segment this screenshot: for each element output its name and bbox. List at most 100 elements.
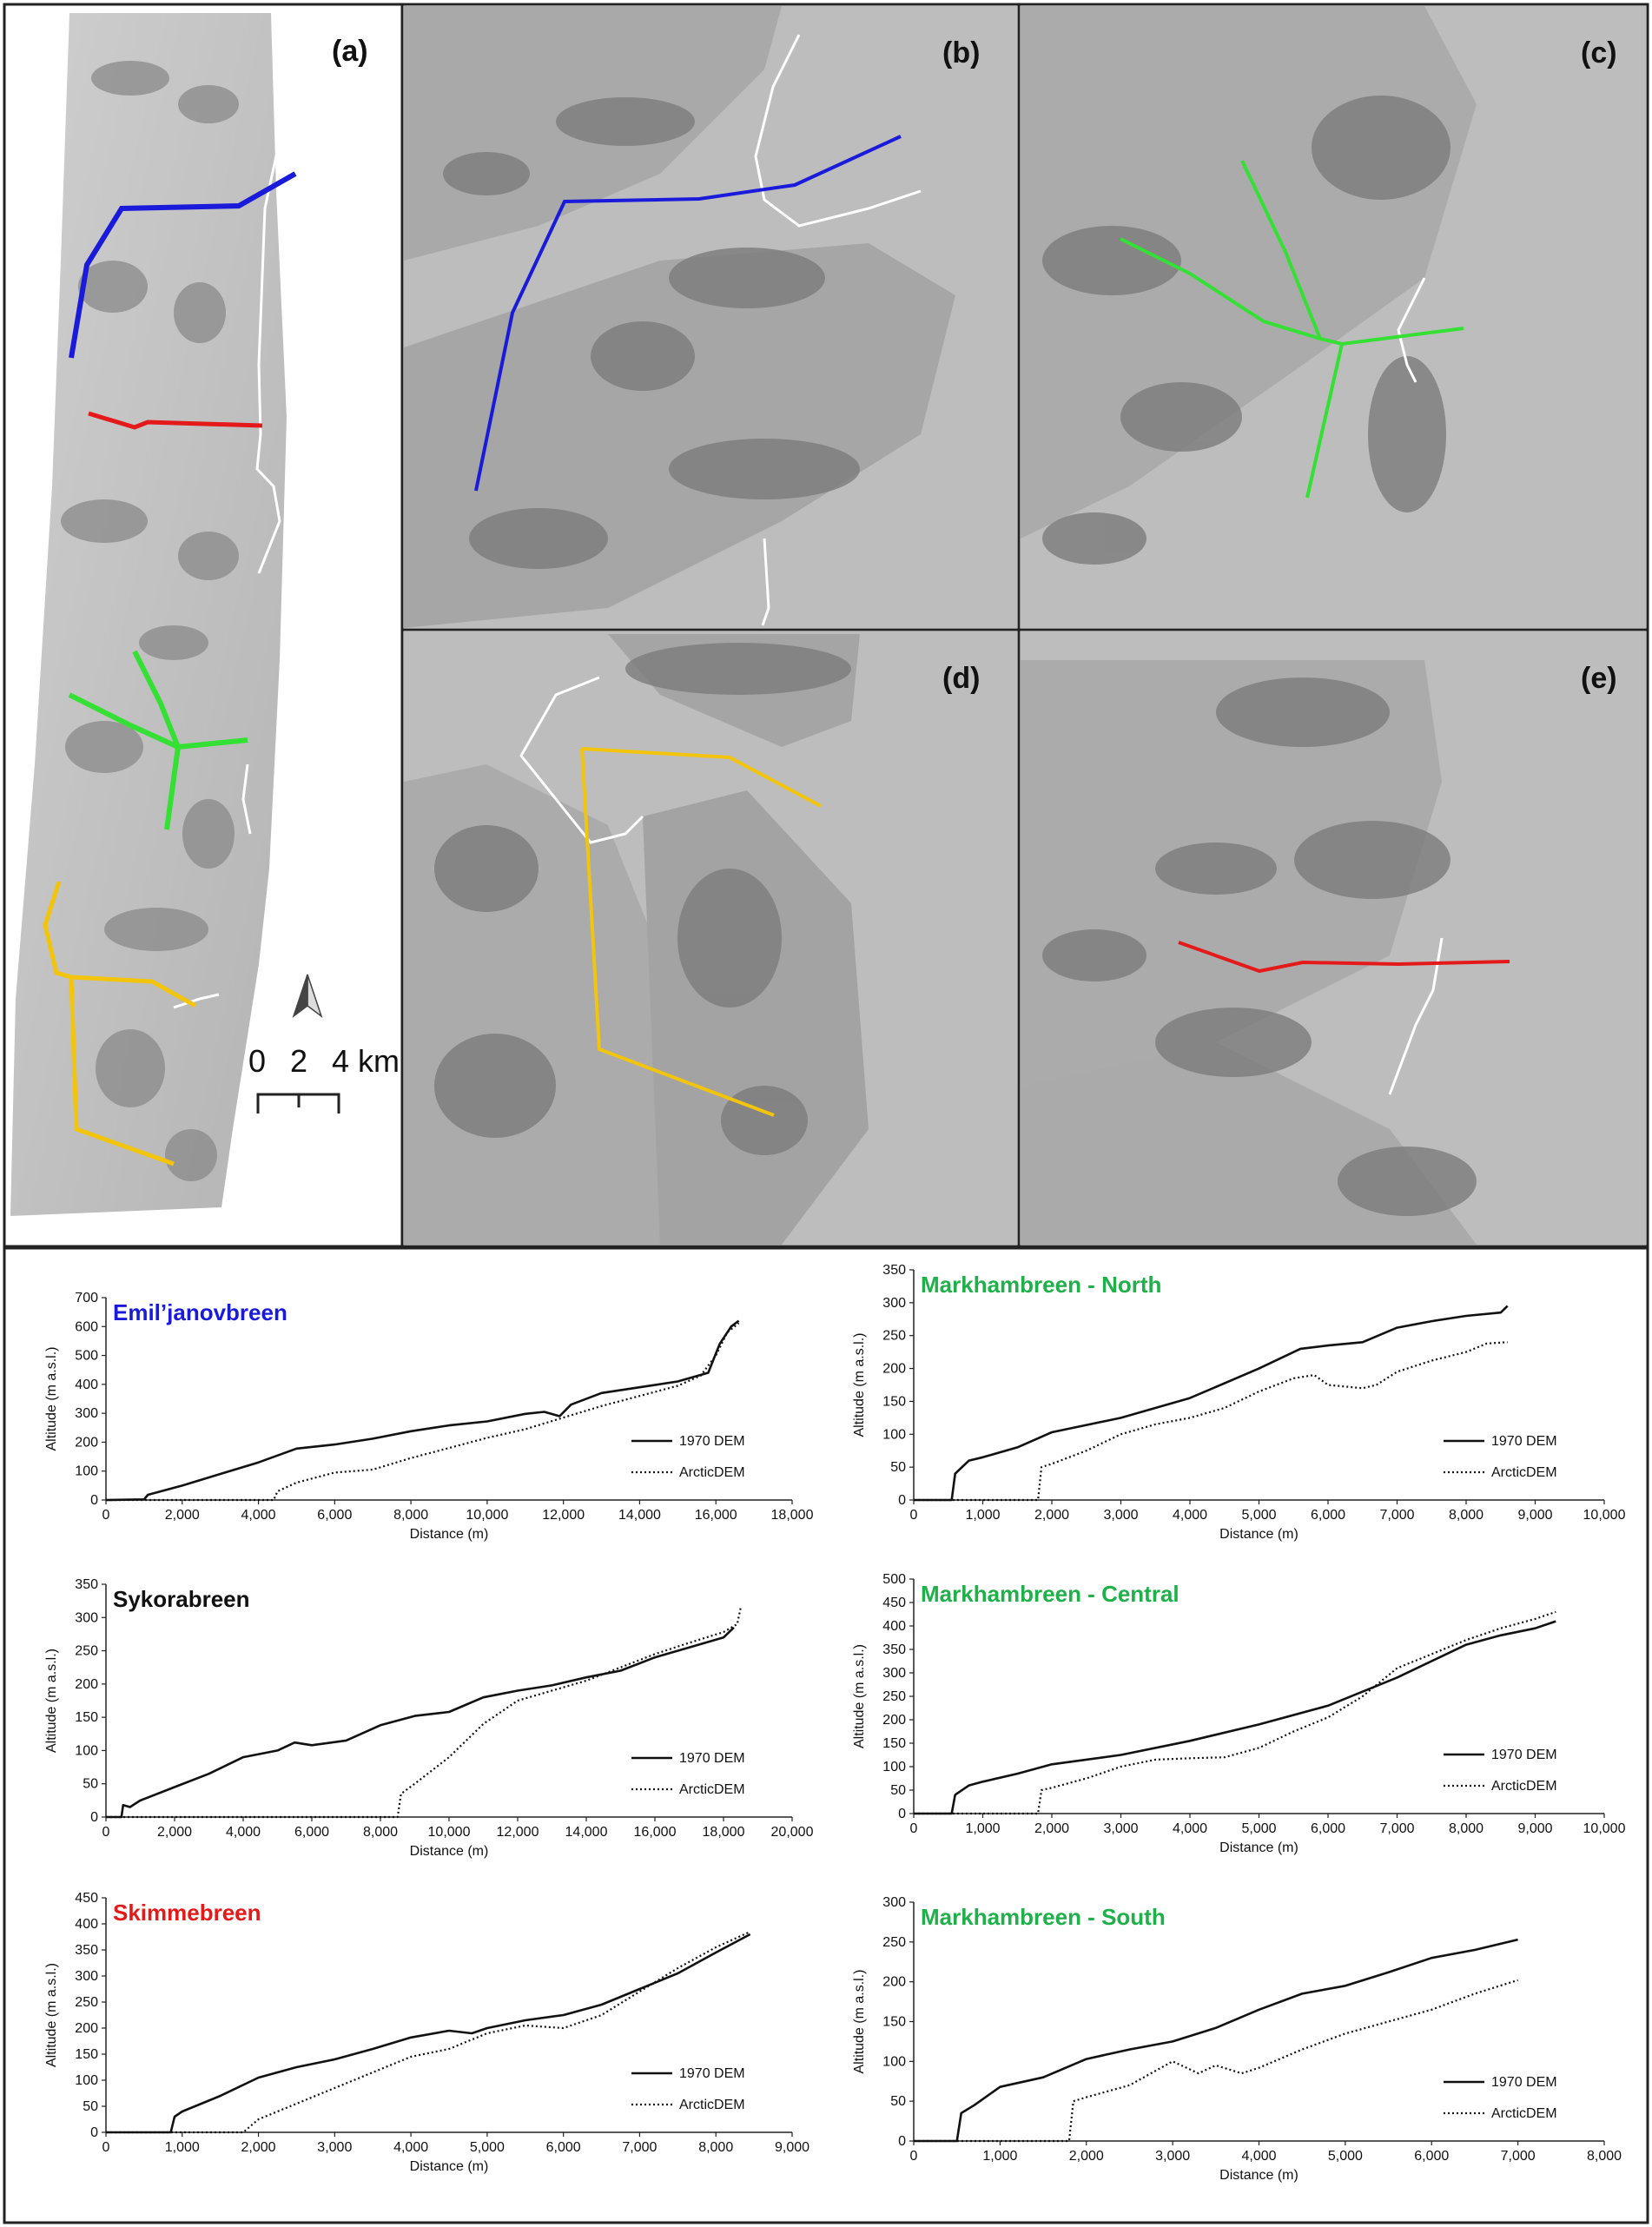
- scale-bar: 0 2 4 km: [248, 1043, 400, 1114]
- x-tick-label: 0: [102, 1508, 110, 1523]
- x-tick-label: 8,000: [1449, 1508, 1483, 1523]
- label-c: (c): [1581, 36, 1617, 69]
- north-arrow-icon: [292, 974, 323, 1019]
- legend-label-1970-dem: 1970 DEM: [1491, 2075, 1557, 2090]
- x-tick-label: 0: [102, 1825, 110, 1840]
- x-tick-label: 7,000: [1379, 1508, 1414, 1523]
- y-tick-label: 700: [75, 1291, 98, 1305]
- chart-title: Markhambreen - South: [921, 1904, 1166, 1930]
- legend-label-1970-dem: 1970 DEM: [679, 1751, 745, 1766]
- x-tick-label: 3,000: [1103, 1508, 1138, 1523]
- chart-2: 0 50 100 150 200 250 300 350 0 1,000 2,000 3,000 4,0…: [852, 1263, 1626, 1542]
- legend-label-1970-dem: 1970 DEM: [679, 2066, 745, 2081]
- x-tick-label: 5,000: [1241, 1508, 1276, 1523]
- x-tick-label: 18,000: [703, 1825, 745, 1840]
- chart-5: 0 50 100 150 200 250 300 350 400 450 0 1,000 2,000 3,…: [44, 1891, 809, 2174]
- panel-a: (a) 0 2 4 km: [10, 13, 400, 1216]
- x-tick-label: 4,000: [1173, 1821, 1207, 1836]
- x-axis-title: Distance (m): [1219, 2168, 1298, 2183]
- y-tick-label: 200: [75, 2021, 98, 2036]
- x-tick-label: 4,000: [241, 1508, 276, 1523]
- y-tick-label: 300: [882, 1296, 906, 1311]
- y-tick-label: 0: [90, 1810, 98, 1825]
- legend-label-arcticdem: ArcticDEM: [1491, 2106, 1557, 2121]
- legend-label-1970-dem: 1970 DEM: [1491, 1434, 1557, 1449]
- y-tick-label: 500: [882, 1572, 906, 1587]
- y-tick-label: 250: [75, 1644, 98, 1659]
- x-tick-label: 6,000: [1414, 2149, 1449, 2164]
- legend-label-arcticdem: ArcticDEM: [679, 1782, 745, 1797]
- x-tick-label: 7,000: [622, 2140, 657, 2155]
- y-tick-label: 300: [75, 1610, 98, 1625]
- x-tick-label: 2,000: [241, 2140, 276, 2155]
- chart-1: 0 100 200 300 400 500 600 700 0 2,000 4,000 6,000 8,…: [44, 1291, 814, 1542]
- series-line-arcticdem: [914, 1341, 1508, 1502]
- x-tick-label: 1,000: [965, 1508, 1000, 1523]
- x-tick-label: 1,000: [965, 1821, 1000, 1836]
- y-tick-label: 250: [882, 1935, 906, 1950]
- x-tick-label: 8,000: [363, 1825, 398, 1840]
- series-line-arcticdem: [106, 1930, 751, 2134]
- x-tick-label: 16,000: [634, 1825, 677, 1840]
- y-axis-title: Altitude (m a.s.l.): [852, 1969, 867, 2073]
- x-tick-label: 9,000: [1517, 1821, 1552, 1836]
- scale-tick-4: 4 km: [332, 1043, 400, 1079]
- y-tick-label: 0: [90, 1493, 98, 1508]
- x-tick-label: 10,000: [1583, 1508, 1626, 1523]
- x-tick-label: 10,000: [466, 1508, 508, 1523]
- overview-ridges: [61, 61, 239, 1181]
- x-tick-label: 1,000: [165, 2140, 200, 2155]
- chart-6: 0 50 100 150 200 250 300 0 1,000 2,000 3,000 4,000 5…: [852, 1895, 1622, 2183]
- x-tick-label: 2,000: [1034, 1821, 1069, 1836]
- x-tick-label: 9,000: [1517, 1508, 1552, 1523]
- series-line-arcticdem: [914, 1979, 1518, 2143]
- x-tick-label: 12,000: [542, 1508, 585, 1523]
- y-tick-label: 300: [75, 1406, 98, 1421]
- x-axis-title: Distance (m): [410, 1527, 489, 1542]
- panel-d: (d): [404, 631, 1017, 1245]
- y-tick-label: 300: [882, 1666, 906, 1681]
- x-tick-label: 20,000: [771, 1825, 814, 1840]
- y-tick-label: 200: [75, 1677, 98, 1692]
- y-tick-label: 50: [890, 2094, 906, 2109]
- x-tick-label: 8,000: [698, 2140, 733, 2155]
- scale-tick-2: 2: [290, 1043, 307, 1079]
- x-tick-label: 16,000: [695, 1508, 737, 1523]
- x-tick-label: 5,000: [470, 2140, 505, 2155]
- legend-label-arcticdem: ArcticDEM: [1491, 1779, 1557, 1794]
- y-tick-label: 100: [882, 2054, 906, 2069]
- x-tick-label: 4,000: [226, 1825, 261, 1840]
- y-tick-label: 500: [75, 1349, 98, 1364]
- legend-label-1970-dem: 1970 DEM: [679, 1434, 745, 1449]
- y-tick-label: 400: [75, 1917, 98, 1932]
- y-tick-label: 200: [882, 1713, 906, 1728]
- y-tick-label: 150: [882, 1394, 906, 1409]
- label-e: (e): [1581, 662, 1617, 695]
- x-tick-label: 6,000: [546, 2140, 581, 2155]
- y-tick-label: 350: [75, 1943, 98, 1958]
- y-tick-label: 50: [83, 2099, 98, 2114]
- series-line-1970-dem: [914, 1938, 1518, 2143]
- y-tick-label: 0: [898, 1807, 906, 1821]
- legend-label-arcticdem: ArcticDEM: [679, 1465, 745, 1480]
- x-tick-label: 8,000: [1449, 1821, 1483, 1836]
- y-axis-title: Altitude (m a.s.l.): [44, 1346, 59, 1451]
- x-tick-label: 0: [102, 2140, 110, 2155]
- panel-e: (e): [1021, 631, 1646, 1245]
- x-tick-label: 6,000: [1311, 1508, 1345, 1523]
- chart-title: Emil’janovbreen: [113, 1299, 287, 1325]
- label-a: (a): [332, 35, 368, 68]
- legend-label-1970-dem: 1970 DEM: [1491, 1748, 1557, 1762]
- y-tick-label: 50: [890, 1460, 906, 1475]
- y-tick-label: 50: [890, 1783, 906, 1798]
- y-tick-label: 100: [75, 1464, 98, 1479]
- series-line-1970-dem: [106, 1933, 751, 2134]
- overview-profile-markham: [68, 650, 248, 830]
- x-tick-label: 3,000: [1155, 2149, 1190, 2164]
- y-tick-label: 250: [882, 1689, 906, 1704]
- x-axis-title: Distance (m): [1219, 1840, 1298, 1855]
- series-line-1970-dem: [105, 1319, 740, 1502]
- y-tick-label: 0: [898, 2134, 906, 2149]
- y-tick-label: 400: [882, 1619, 906, 1634]
